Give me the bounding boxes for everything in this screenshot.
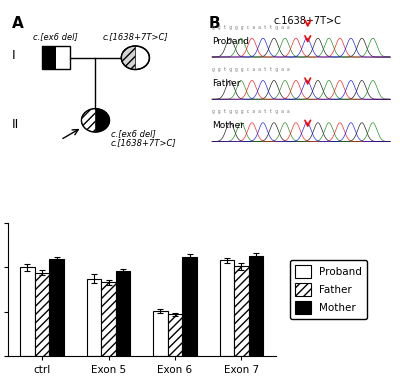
Text: c.[1638+7T>C]: c.[1638+7T>C]	[102, 33, 168, 41]
Wedge shape	[121, 46, 135, 70]
Bar	[35, 273, 50, 356]
Text: c.1638+7T>C: c.1638+7T>C	[274, 16, 342, 26]
Bar	[153, 311, 168, 356]
Bar	[168, 314, 182, 356]
Bar	[220, 260, 234, 356]
Bar	[87, 279, 101, 356]
Legend: Proband, Father, Mother: Proband, Father, Mother	[290, 260, 368, 319]
Bar	[101, 283, 116, 356]
Text: g g t g g g c a a t t g a a: g g t g g g c a a t t g a a	[212, 67, 290, 72]
Text: Mother: Mother	[212, 121, 244, 130]
Text: Proband: Proband	[212, 37, 249, 46]
Bar	[56, 46, 70, 70]
Text: g g t g g g c a a t t g a a: g g t g g g c a a t t g a a	[212, 25, 290, 30]
Text: c.[ex6 del]: c.[ex6 del]	[33, 33, 78, 41]
Bar	[116, 271, 130, 356]
Bar	[42, 46, 56, 70]
Wedge shape	[82, 109, 96, 132]
Bar	[182, 257, 197, 356]
Bar	[234, 267, 249, 356]
Circle shape	[121, 46, 150, 70]
Bar	[249, 256, 264, 356]
Text: A: A	[12, 16, 24, 31]
Text: g g t g g g c a a t t g a a: g g t g g g c a a t t g a a	[212, 109, 290, 114]
Bar	[20, 267, 35, 356]
Text: c.[ex6 del]: c.[ex6 del]	[111, 129, 156, 138]
Text: II: II	[12, 118, 19, 131]
Bar	[42, 46, 70, 70]
Text: I: I	[12, 49, 15, 62]
Text: B: B	[208, 16, 220, 31]
Bar	[50, 259, 64, 356]
Wedge shape	[96, 109, 110, 132]
Text: Father: Father	[212, 79, 241, 88]
Text: c.[1638+7T>C]: c.[1638+7T>C]	[111, 138, 177, 147]
